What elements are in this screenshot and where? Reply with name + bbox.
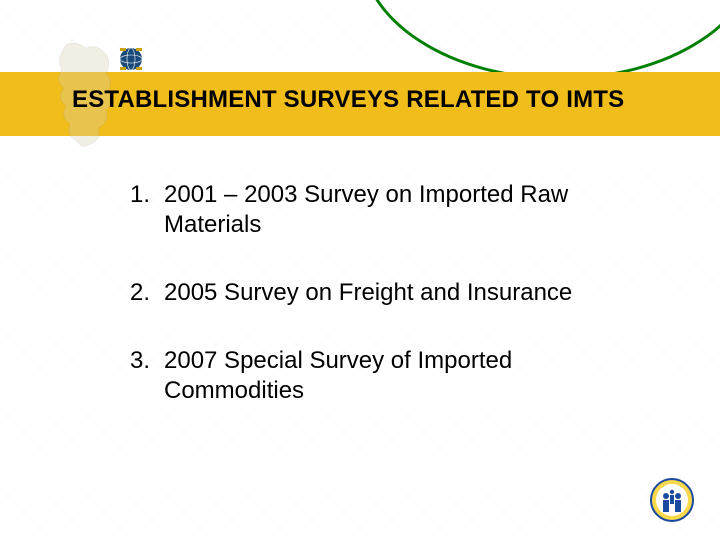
list-item: 1. 2001 – 2003 Survey on Imported Raw Ma… [130,180,630,240]
list-text: 2007 Special Survey of Imported Commodit… [164,346,630,406]
list-item: 2. 2005 Survey on Freight and Insurance [130,278,630,308]
globe-deco-icon [118,46,144,72]
list-text: 2001 – 2003 Survey on Imported Raw Mater… [164,180,630,240]
list-item: 3. 2007 Special Survey of Imported Commo… [130,346,630,406]
slide-title: ESTABLISHMENT SURVEYS RELATED TO IMTS [72,86,624,114]
content-list: 1. 2001 – 2003 Survey on Imported Raw Ma… [130,180,630,444]
corner-logo-icon [650,478,694,522]
list-number: 3. [130,346,164,376]
list-number: 2. [130,278,164,308]
list-number: 1. [130,180,164,210]
list-text: 2005 Survey on Freight and Insurance [164,278,630,308]
slide: ESTABLISHMENT SURVEYS RELATED TO IMTS 1.… [0,0,720,540]
